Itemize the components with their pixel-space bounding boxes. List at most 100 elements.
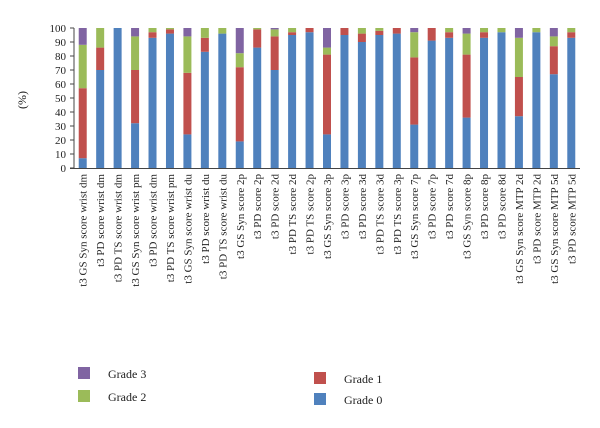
legend: Grade 3 Grade 2 Grade 1 Grade 0: [78, 367, 382, 407]
bar-segment-grade-2: [96, 28, 105, 48]
y-tick-label: 0: [61, 163, 67, 175]
bar-segment-grade-0: [148, 37, 157, 168]
bar-segment-grade-3: [514, 28, 523, 38]
bar-segment-grade-1: [288, 32, 297, 35]
bar-segment-grade-0: [131, 123, 140, 168]
bar-segment-grade-0: [514, 116, 523, 168]
x-tick-label: t3 GS Syn score 2p: [235, 174, 247, 259]
bar-segment-grade-0: [165, 33, 174, 168]
bar-segment-grade-0: [357, 42, 366, 168]
legend-label: Grade 0: [344, 393, 382, 407]
bar-segment-grade-2: [288, 28, 297, 33]
bar-segment-grade-0: [323, 134, 331, 168]
legend-label: Grade 2: [108, 390, 146, 404]
bar-segment-grade-0: [113, 28, 122, 168]
x-tick-label: t3 PD TS score 3p: [392, 174, 404, 255]
bar-segment-grade-1: [462, 54, 471, 118]
x-tick-label: t3 PD score 3p: [339, 174, 351, 240]
bar-segment-grade-2: [78, 44, 87, 89]
bar-segment-grade-1: [514, 77, 523, 117]
bar-segment-grade-1: [131, 70, 140, 124]
x-tick-label: t3 PD score MTP 2d: [531, 174, 543, 265]
bar-segment-grade-2: [480, 28, 489, 33]
bar-segment-grade-0: [218, 33, 227, 168]
x-tick-label: t3 PD score 7d: [444, 174, 456, 240]
x-tick-label: t3 GS Syn score MTP 5d: [549, 174, 561, 284]
bar-segment-grade-0: [410, 124, 419, 168]
bar-segment-grade-1: [253, 29, 262, 48]
bar-segment-grade-0: [253, 47, 262, 168]
y-tick-label: 100: [50, 23, 67, 35]
bar-segment-grade-3: [183, 28, 192, 37]
bar-segment-grade-0: [183, 134, 192, 168]
y-tick-label: 20: [55, 135, 67, 147]
bar-segment-grade-3: [323, 28, 331, 48]
bar-segment-grade-0: [200, 51, 209, 168]
bar-segment-grade-1: [392, 28, 401, 34]
bar-segment-grade-2: [549, 36, 558, 47]
bar-segment-grade-2: [410, 32, 419, 58]
bar-segment-grade-1: [323, 54, 331, 135]
x-tick-label: t3 GS Syn score wrist du: [182, 174, 194, 284]
bar-segment-grade-1: [183, 72, 192, 135]
y-tick-label: 50: [55, 93, 67, 105]
legend-swatch: [78, 390, 90, 402]
bar-segment-grade-0: [567, 37, 576, 168]
bar-segment-grade-2: [253, 28, 262, 30]
bar-segment-grade-3: [270, 28, 279, 30]
bar-segment-grade-3: [78, 28, 87, 45]
bar-segment-grade-0: [375, 35, 384, 168]
x-tick-label: t3 PD score MTP 5d: [566, 174, 578, 265]
bar-segment-grade-2: [375, 28, 384, 31]
bar-segment-grade-0: [305, 32, 314, 169]
bar-segment-grade-2: [323, 47, 331, 55]
x-tick-label: t3 PD score wrist du: [200, 174, 212, 264]
x-tick-label: t3 GS Syn score 7p: [409, 174, 421, 259]
bar-segment-grade-1: [410, 57, 419, 125]
bar-segment-grade-2: [497, 28, 506, 33]
bar-segment-grade-1: [567, 32, 576, 38]
bar-segment-grade-0: [340, 35, 349, 168]
bar-segment-grade-0: [270, 70, 279, 168]
x-tick-label: t3 PD score 8p: [479, 174, 491, 240]
x-tick-label: t3 PD score 2p: [252, 174, 264, 240]
x-tick-label: t3 GS Syn score 8p: [462, 174, 474, 259]
bar-segment-grade-1: [165, 29, 174, 34]
bar-segment-grade-1: [235, 67, 244, 142]
bar-segment-grade-1: [78, 88, 87, 159]
bar-segment-grade-2: [218, 28, 227, 34]
bar-segment-grade-1: [148, 32, 157, 38]
bar-segment-grade-2: [567, 28, 576, 33]
bar-segment-grade-1: [270, 36, 279, 70]
bar-segment-grade-3: [410, 28, 419, 33]
bar-segment-grade-1: [200, 37, 209, 52]
legend-swatch: [314, 393, 326, 405]
x-tick-label: t3 PD score 3d: [357, 174, 369, 240]
y-tick-label: 40: [55, 107, 67, 119]
bar-segment-grade-2: [148, 28, 157, 33]
y-axis-label: (%): [15, 91, 29, 109]
bar-segment-grade-2: [183, 36, 192, 73]
bar-segment-grade-1: [340, 28, 349, 35]
bar-segment-grade-2: [235, 53, 244, 68]
y-tick-labels: 0 10 20 30 40 50 60 70 80 90 100: [50, 23, 74, 175]
bar-segment-grade-2: [165, 28, 174, 30]
bar-segment-grade-0: [392, 33, 401, 168]
x-tick-label: t3 PD TS score 2d: [287, 174, 299, 255]
y-tick-label: 80: [55, 51, 67, 63]
x-tick-labels: t3 GS Syn score wrist dm t3 PD score wris…: [78, 174, 579, 287]
bar-segment-grade-0: [480, 37, 489, 168]
bar-segment-grade-3: [235, 28, 244, 54]
bar-segment-grade-1: [427, 28, 436, 41]
y-tick-label: 60: [55, 79, 67, 91]
bar-segment-grade-1: [549, 46, 558, 75]
bar-segment-grade-1: [445, 32, 454, 38]
legend-swatch: [78, 367, 90, 379]
x-tick-label: t3 PD TS score 3d: [374, 174, 386, 255]
bar-segment-grade-1: [305, 28, 314, 33]
bar-segment-grade-1: [96, 47, 105, 70]
bar-segment-grade-0: [427, 40, 436, 168]
bar-segment-grade-3: [549, 28, 558, 37]
x-tick-label: t3 PD TS score 2p: [305, 174, 317, 255]
